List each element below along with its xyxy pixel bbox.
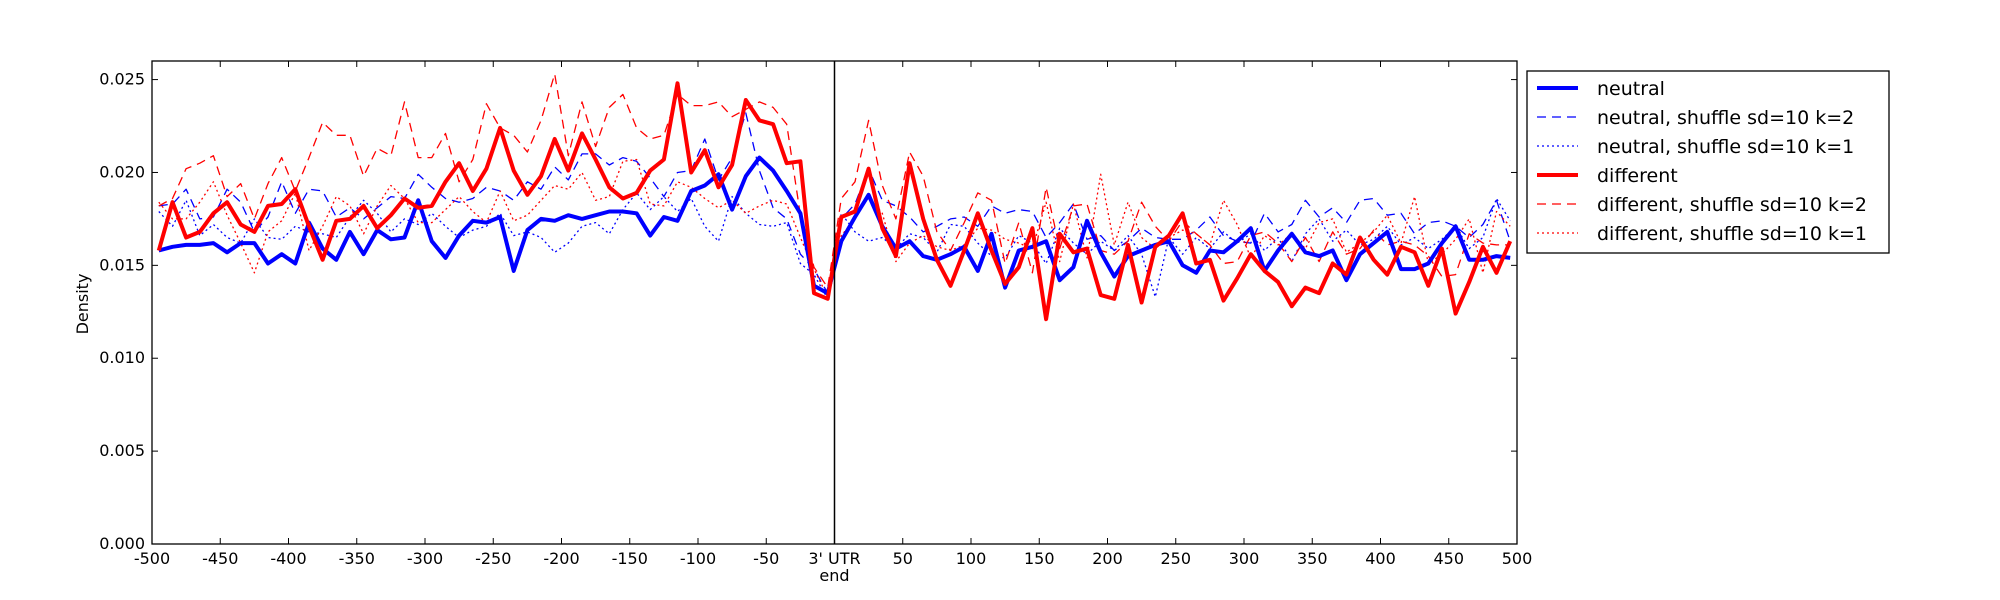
x-tick-label: 300 xyxy=(1229,549,1260,568)
legend-frame xyxy=(1526,70,1890,254)
legend-item-different: different xyxy=(1537,165,1678,187)
x-tick-label: 500 xyxy=(1502,549,1533,568)
y-axis-label: Density xyxy=(73,274,92,335)
x-tick-label: 200 xyxy=(1092,549,1123,568)
legend-item-different-shuffle-sd-10-k-1: different, shuffle sd=10 k=1 xyxy=(1537,223,1867,245)
legend-item-different-shuffle-sd-10-k-2: different, shuffle sd=10 k=2 xyxy=(1537,194,1867,216)
legend-item-neutral: neutral xyxy=(1537,78,1665,100)
legend-label: neutral, shuffle sd=10 k=1 xyxy=(1597,136,1854,158)
series-line-different-shuffle-sd-10-k-2 xyxy=(158,73,1511,289)
x-tick-label: -450 xyxy=(202,549,238,568)
x-tick-label-extra: end xyxy=(819,566,849,585)
y-tick-label: 0.020 xyxy=(99,162,145,181)
y-tick-label: 0.025 xyxy=(99,70,145,89)
y-tick-label: 0.015 xyxy=(99,255,145,274)
y-tick-label: 0.005 xyxy=(99,441,145,460)
x-tick-label: -150 xyxy=(612,549,648,568)
legend-item-neutral-shuffle-sd-10-k-1: neutral, shuffle sd=10 k=1 xyxy=(1537,136,1854,158)
x-tick-label: 250 xyxy=(1160,549,1191,568)
x-tick-label: -400 xyxy=(270,549,306,568)
legend-label: different xyxy=(1597,165,1678,187)
x-tick-label: 150 xyxy=(1024,549,1055,568)
x-tick-label: -100 xyxy=(680,549,716,568)
legend-items: neutral neutral, shuffle sd=10 k=2 neutral… xyxy=(1537,78,1867,245)
legend-label: different, shuffle sd=10 k=2 xyxy=(1597,194,1867,216)
y-tick-label: 0.000 xyxy=(99,534,145,553)
x-tick-label: -50 xyxy=(753,549,779,568)
x-tick-label: 3' UTR xyxy=(808,549,860,568)
x-tick-label: 50 xyxy=(893,549,913,568)
y-axis: 0.000 0.005 0.010 0.015 0.020 0.025 xyxy=(99,70,1517,553)
x-tick-label: -250 xyxy=(475,549,511,568)
legend-label: different, shuffle sd=10 k=1 xyxy=(1597,223,1867,245)
x-tick-label: 400 xyxy=(1365,549,1396,568)
legend-label: neutral xyxy=(1597,78,1665,100)
x-tick-label: -200 xyxy=(543,549,579,568)
x-tick-label: -300 xyxy=(407,549,443,568)
legend-item-neutral-shuffle-sd-10-k-2: neutral, shuffle sd=10 k=2 xyxy=(1537,107,1854,129)
legend-label: neutral, shuffle sd=10 k=2 xyxy=(1597,107,1854,129)
x-tick-label: 350 xyxy=(1297,549,1328,568)
x-axis: -500 -450 -400 -350 -300 -250 -200 -150 -100 -50 3… xyxy=(134,61,1532,585)
legend: neutral neutral, shuffle sd=10 k=2 neutral… xyxy=(1526,70,1890,254)
x-tick-label: 450 xyxy=(1433,549,1464,568)
x-tick-label: -500 xyxy=(134,549,170,568)
x-tick-label: 100 xyxy=(956,549,987,568)
x-tick-label: -350 xyxy=(339,549,375,568)
y-tick-label: 0.010 xyxy=(99,348,145,367)
